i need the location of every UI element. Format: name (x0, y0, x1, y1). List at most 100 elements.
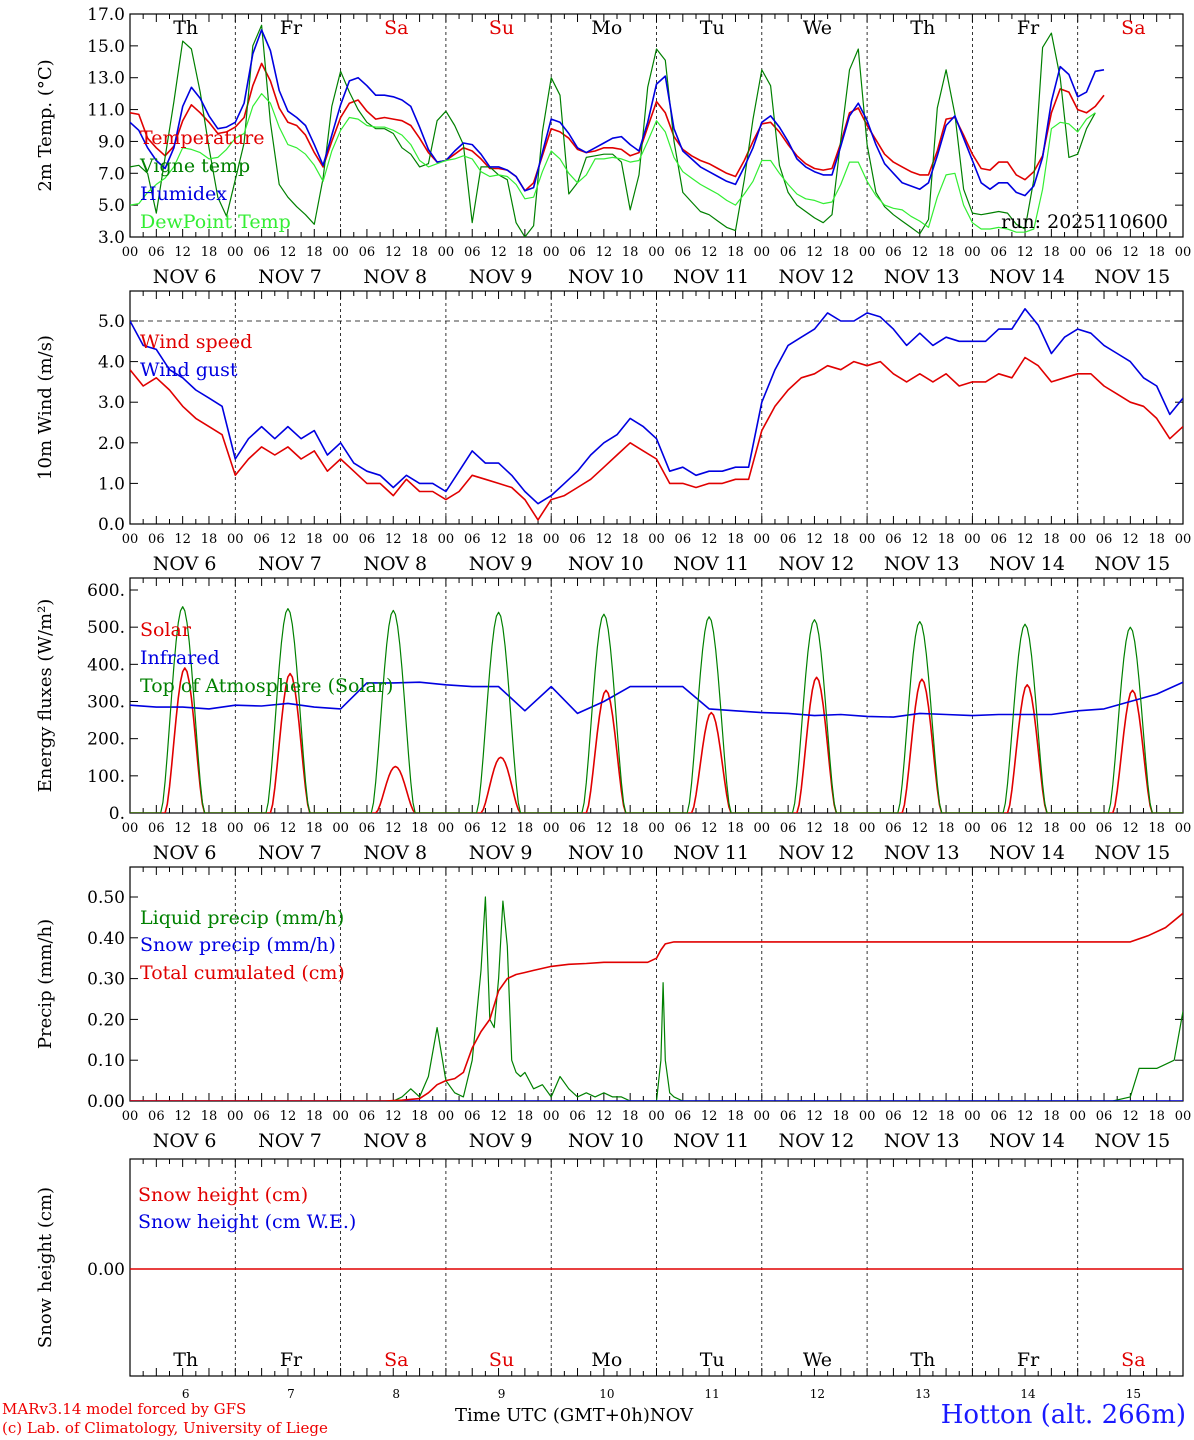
panel-snow: 0.00 Snow height (cm) Th Fr Sa Su Mo Tu We Th Fr Sa… (35, 1158, 1184, 1401)
hour-tick-label: 06 (780, 532, 797, 547)
day-number-label: 14 (1020, 1387, 1036, 1401)
hour-tick-label: 18 (201, 821, 218, 836)
day-of-week-label: Fr (280, 17, 303, 39)
day-number-label: 9 (498, 1387, 506, 1401)
legend-entry: Infrared (140, 647, 220, 669)
hour-tick-label: 00 (543, 1109, 560, 1124)
date-label: NOV 15 (1094, 842, 1170, 864)
hour-tick-label: 18 (727, 245, 744, 260)
y-tick-label: 0.30 (87, 970, 125, 990)
hour-tick-label: 12 (1017, 245, 1034, 260)
hour-tick-label: 18 (411, 1109, 428, 1124)
hour-tick-label: 18 (938, 821, 955, 836)
hour-tick-label: 18 (1148, 245, 1165, 260)
day-number-label: 12 (810, 1387, 825, 1401)
hour-tick-label: 18 (727, 1109, 744, 1124)
hour-tick-label: 00 (1069, 532, 1086, 547)
hour-tick-label: 06 (675, 1109, 692, 1124)
hour-tick-label: 06 (1096, 245, 1113, 260)
hour-tick-label: 00 (332, 821, 349, 836)
y-tick-label: 0.50 (87, 888, 125, 908)
day-number-label: 8 (392, 1387, 400, 1401)
hour-tick-label: 12 (174, 1109, 191, 1124)
hour-tick-label: 06 (569, 245, 586, 260)
day-of-week-label: We (803, 17, 832, 39)
date-label: NOV 7 (258, 842, 322, 864)
date-label: NOV 13 (884, 1130, 960, 1152)
hour-tick-label: 06 (359, 1109, 376, 1124)
date-label: NOV 10 (568, 553, 644, 575)
hour-tick-label: 00 (438, 1109, 455, 1124)
hour-tick-label: 18 (833, 245, 850, 260)
day-of-week-label: Th (173, 17, 198, 39)
x-axis-title: Time UTC (GMT+0h)NOV (455, 1405, 693, 1426)
hour-tick-label: 00 (227, 1109, 244, 1124)
hour-tick-label: 18 (727, 532, 744, 547)
hour-tick-label: 18 (1043, 245, 1060, 260)
date-label: NOV 14 (989, 553, 1065, 575)
date-label: NOV 8 (363, 842, 427, 864)
hour-tick-label: 00 (122, 821, 139, 836)
legend-entry: Wind gust (140, 359, 238, 381)
y-axis-label: Precip (mm/h) (35, 919, 56, 1049)
hour-tick-label: 06 (1096, 821, 1113, 836)
hour-tick-label: 00 (859, 245, 876, 260)
date-label: NOV 15 (1094, 266, 1170, 288)
day-of-week-label: We (803, 1349, 832, 1371)
date-label: NOV 6 (153, 553, 217, 575)
hour-tick-label: 00 (122, 532, 139, 547)
hour-tick-label: 18 (306, 821, 323, 836)
hour-tick-label: 00 (543, 821, 560, 836)
series-line (130, 667, 1183, 813)
hour-tick-label: 18 (833, 821, 850, 836)
day-of-week-label: Tu (700, 17, 725, 39)
hour-tick-label: 00 (122, 1109, 139, 1124)
hour-tick-label: 18 (1043, 1109, 1060, 1124)
series-line (130, 896, 1183, 1101)
hour-tick-label: 06 (1096, 532, 1113, 547)
y-tick-label: 200. (87, 730, 125, 750)
y-tick-label: 0.0 (98, 515, 125, 535)
date-label: NOV 11 (673, 1130, 749, 1152)
hour-tick-label: 06 (569, 821, 586, 836)
hour-tick-label: 12 (1122, 245, 1139, 260)
date-label: NOV 11 (673, 266, 749, 288)
date-label: NOV 12 (779, 553, 855, 575)
day-number-label: 11 (705, 1387, 720, 1401)
y-tick-label: 13.0 (87, 69, 125, 89)
hour-tick-label: 12 (911, 532, 928, 547)
station-name: Hotton (alt. 266m) (940, 1400, 1186, 1430)
hour-tick-label: 12 (174, 821, 191, 836)
hour-tick-label: 12 (385, 821, 402, 836)
hour-tick-label: 06 (359, 821, 376, 836)
hour-tick-label: 06 (569, 1109, 586, 1124)
y-tick-label: 0.00 (87, 1260, 125, 1280)
run-label: run: 2025110600 (1001, 211, 1168, 233)
hour-tick-label: 06 (885, 245, 902, 260)
hour-tick-label: 00 (1069, 1109, 1086, 1124)
hour-tick-label: 00 (543, 532, 560, 547)
hour-tick-label: 12 (1122, 532, 1139, 547)
hour-tick-label: 00 (754, 821, 771, 836)
date-label: NOV 10 (568, 266, 644, 288)
hour-tick-label: 06 (253, 245, 270, 260)
y-tick-label: 3.0 (98, 393, 125, 413)
hour-tick-label: 00 (1175, 1109, 1192, 1124)
hour-tick-label: 00 (754, 245, 771, 260)
y-axis-label: 2m Temp. (°C) (35, 59, 56, 191)
hour-tick-label: 18 (201, 1109, 218, 1124)
hour-tick-label: 12 (806, 821, 823, 836)
legend-entry: Wind speed (140, 331, 252, 353)
hour-tick-label: 06 (464, 1109, 481, 1124)
hour-tick-label: 12 (280, 532, 297, 547)
hour-tick-label: 06 (148, 245, 165, 260)
y-tick-label: 17.0 (87, 5, 125, 25)
day-of-week-label: Sa (1121, 17, 1145, 39)
hour-tick-label: 18 (411, 245, 428, 260)
hour-tick-label: 00 (859, 821, 876, 836)
hour-tick-label: 00 (1175, 821, 1192, 836)
hour-tick-label: 12 (911, 821, 928, 836)
hour-tick-label: 12 (490, 245, 507, 260)
hour-tick-label: 12 (490, 821, 507, 836)
panel-precip: 0.00 0.10 0.20 0.30 0.40 0.50 Precip (mm/h) 00 0… (35, 866, 1192, 1152)
